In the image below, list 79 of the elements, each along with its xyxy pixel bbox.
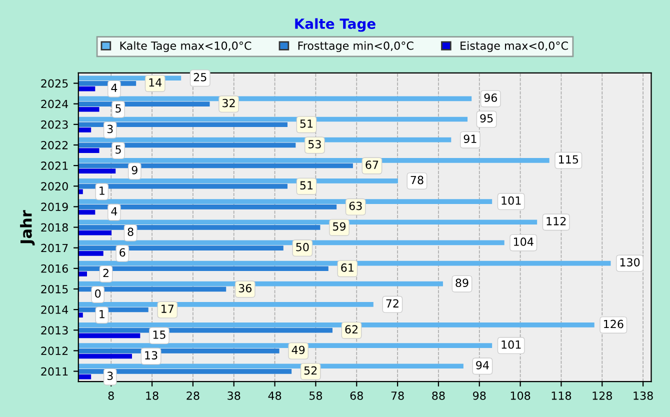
- data-label: 8: [128, 228, 134, 236]
- data-label: 62: [345, 325, 358, 334]
- data-label: 9: [132, 166, 138, 174]
- data-label: 51: [300, 120, 313, 128]
- y-tick-label: 2016: [41, 264, 68, 273]
- x-tick-label: 138: [634, 391, 653, 400]
- data-label: 126: [604, 320, 624, 328]
- data-label: 52: [304, 366, 317, 375]
- data-label: 59: [333, 222, 346, 231]
- data-label: 53: [308, 140, 321, 148]
- y-tick-label: 2015: [41, 284, 68, 294]
- legend-label: Eistage max<0,0°C: [460, 41, 568, 52]
- data-label: 36: [238, 284, 252, 292]
- x-tick-label: 98: [473, 391, 486, 400]
- y-tick-label: 2018: [41, 223, 68, 232]
- data-label: 17: [162, 304, 174, 313]
- y-axis-title: Jahr: [20, 210, 35, 246]
- y-tick-label: 2021: [41, 162, 68, 170]
- data-label: 6: [120, 248, 126, 257]
- x-tick-label: 78: [391, 391, 404, 400]
- data-label: 78: [410, 176, 424, 184]
- y-tick-label: 2011: [41, 367, 68, 376]
- data-label: 3: [107, 124, 113, 134]
- data-label: 72: [386, 299, 398, 308]
- x-tick-label: 8: [108, 391, 114, 400]
- data-label: 0: [95, 289, 101, 298]
- x-tick-label: 18: [146, 391, 158, 400]
- legend-label: Kalte Tage max<10,0°C: [120, 41, 252, 52]
- data-label: 5: [116, 145, 121, 154]
- data-label: 101: [502, 340, 521, 349]
- y-tick-label: 2023: [41, 120, 68, 129]
- x-tick-label: 38: [228, 391, 240, 400]
- x-tick-label: 108: [510, 391, 530, 400]
- data-label: 25: [194, 72, 206, 82]
- data-label: 115: [559, 155, 578, 164]
- data-label: 3: [107, 372, 113, 380]
- chart-title: Kalte Tage: [295, 18, 376, 32]
- data-label: 94: [476, 360, 489, 370]
- data-label: 4: [111, 84, 118, 92]
- data-label: 63: [349, 202, 362, 210]
- data-label: 91: [464, 134, 476, 144]
- x-tick-label: 88: [432, 391, 445, 400]
- y-tick-label: 2025: [41, 79, 68, 88]
- data-label: 4: [111, 207, 118, 216]
- y-tick-label: 2017: [41, 244, 68, 252]
- y-tick-label: 2019: [41, 202, 68, 212]
- data-label: 112: [546, 216, 566, 226]
- data-label: 13: [145, 351, 158, 360]
- data-label: 96: [484, 94, 498, 102]
- data-label: 67: [366, 160, 378, 169]
- data-label: 2: [103, 268, 108, 278]
- y-tick-label: 2013: [41, 326, 68, 335]
- y-tick-label: 2022: [41, 140, 68, 150]
- data-label: 89: [456, 278, 468, 288]
- data-label: 32: [222, 98, 235, 108]
- data-label: 101: [502, 196, 521, 205]
- data-label: 15: [153, 330, 166, 339]
- x-tick-label: 68: [350, 391, 363, 400]
- data-label: 51: [300, 181, 313, 190]
- data-label: 61: [341, 263, 354, 272]
- y-tick-label: 2012: [41, 346, 68, 356]
- data-label: 130: [620, 258, 640, 266]
- data-label: 49: [292, 346, 305, 354]
- data-label: 14: [149, 78, 162, 87]
- data-label: 104: [514, 238, 534, 246]
- data-label: 50: [296, 242, 309, 252]
- legend-label: Frosttage min<0,0°C: [298, 41, 414, 52]
- x-tick-label: 118: [552, 391, 572, 400]
- y-tick-label: 2014: [41, 306, 68, 314]
- y-tick-label: 2024: [41, 100, 68, 108]
- data-label: 1: [100, 310, 104, 318]
- y-tick-label: 2020: [41, 182, 68, 190]
- data-label: 1: [100, 186, 104, 195]
- data-label: 95: [480, 114, 493, 122]
- x-tick-label: 128: [592, 391, 612, 400]
- x-tick-label: 58: [310, 391, 322, 400]
- data-label: 5: [116, 104, 121, 113]
- x-tick-label: 48: [268, 391, 282, 400]
- x-tick-label: 28: [186, 391, 200, 400]
